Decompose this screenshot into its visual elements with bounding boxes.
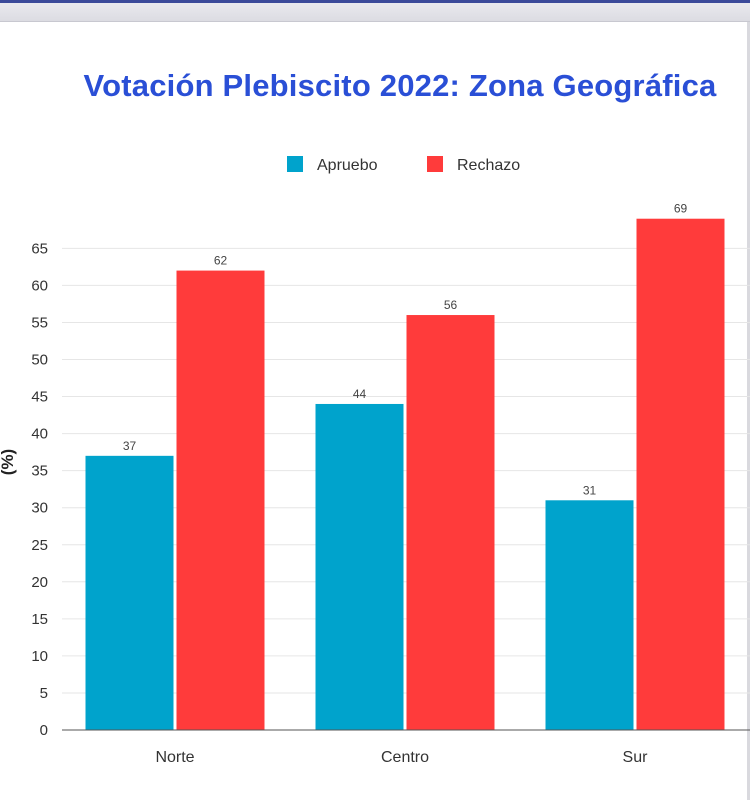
bar-apruebo-centro — [315, 403, 404, 730]
data-label: 69 — [674, 202, 688, 216]
legend-label-rechazo: Rechazo — [457, 157, 520, 174]
y-tick-label: 15 — [31, 611, 48, 628]
bar-rechazo-norte — [176, 270, 265, 730]
scrollbar-track — [747, 22, 750, 800]
x-tick-label: Sur — [623, 749, 649, 766]
y-tick-label: 45 — [31, 389, 48, 406]
bar-apruebo-sur — [545, 500, 634, 730]
bar-rechazo-centro — [406, 315, 495, 730]
data-label: 62 — [214, 254, 228, 268]
axis-layer: 0 5 10 15 20 25 30 35 40 45 50 55 60 65 (%) Norte Centro… — [0, 240, 750, 766]
y-tick-label: 65 — [31, 240, 48, 257]
x-tick-label: Centro — [381, 749, 429, 766]
y-tick-label: 40 — [31, 426, 48, 443]
legend-swatch-rechazo — [427, 156, 443, 172]
bar-apruebo-norte — [85, 455, 174, 730]
y-tick-label: 55 — [31, 314, 48, 331]
y-axis-label: (%) — [0, 449, 17, 475]
legend-swatch-apruebo — [287, 156, 303, 172]
y-tick-label: 0 — [40, 722, 48, 739]
y-tick-label: 35 — [31, 463, 48, 480]
y-tick-label: 25 — [31, 537, 48, 554]
y-tick-label: 30 — [31, 500, 48, 517]
y-tick-label: 10 — [31, 648, 48, 665]
data-label: 44 — [353, 387, 367, 401]
data-label: 31 — [583, 483, 597, 497]
y-tick-label: 60 — [31, 277, 48, 294]
x-tick-label: Norte — [155, 749, 194, 766]
y-tick-label: 5 — [40, 685, 48, 702]
y-tick-label: 20 — [31, 574, 48, 591]
bars-layer: 37 62 44 56 31 69 — [85, 202, 725, 730]
data-label: 56 — [444, 298, 458, 312]
chart-title: Votación Plebiscito 2022: Zona Geográfic… — [83, 68, 717, 103]
legend: Apruebo Rechazo — [287, 156, 520, 174]
legend-label-apruebo: Apruebo — [317, 157, 378, 174]
y-tick-label: 50 — [31, 352, 48, 369]
browser-top-bar — [0, 0, 750, 22]
bar-rechazo-sur — [636, 218, 725, 730]
data-label: 37 — [123, 439, 137, 453]
